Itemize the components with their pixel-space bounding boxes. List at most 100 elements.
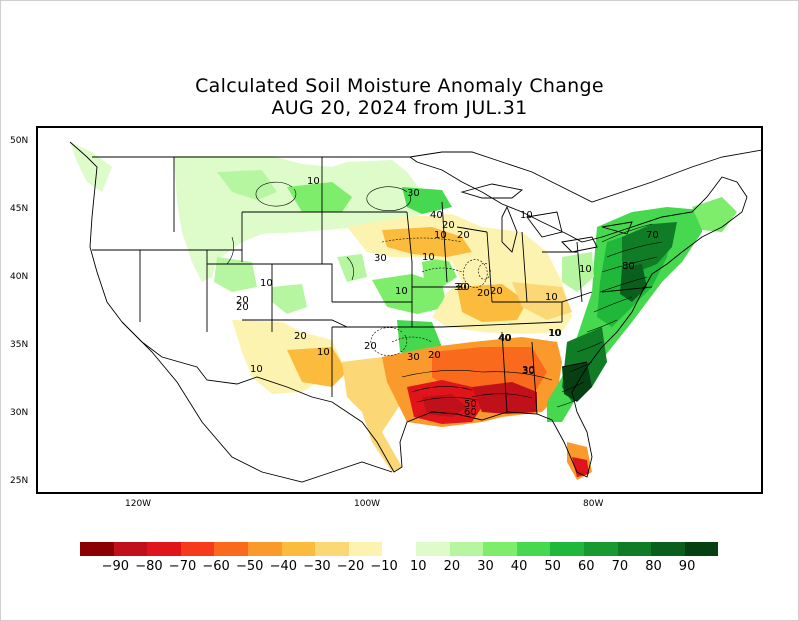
legend-color-bar	[80, 542, 719, 556]
lat-label-30n: 30N	[10, 408, 29, 418]
legend-swatch-positive	[583, 542, 618, 556]
contour-label: 80	[622, 261, 635, 272]
green-region-minnesota	[402, 187, 452, 214]
green-region-iowa	[422, 257, 457, 287]
yellow-region-texas-west	[342, 357, 402, 472]
legend-label: 70	[611, 559, 629, 574]
legend-swatch-positive	[651, 542, 685, 556]
legend-swatch-neutral	[382, 542, 416, 556]
green-region-maine	[692, 197, 737, 232]
legend-label: −90	[101, 559, 130, 574]
map-title: Calculated Soil Moisture Anomaly Change	[195, 75, 604, 97]
lon-label-120w: 120W	[125, 499, 152, 509]
legend-swatch-negative	[247, 542, 282, 556]
legend-label: −10	[370, 559, 398, 574]
contour-label: 30	[374, 253, 387, 264]
legend-label: −50	[236, 559, 264, 574]
mexico-outline	[121, 321, 393, 483]
legend-label: 80	[645, 559, 662, 574]
green-region-northeast-core	[622, 222, 677, 272]
green-region-colorado	[214, 257, 257, 292]
contour-label: 10	[520, 210, 533, 221]
legend-swatch-positive	[550, 542, 584, 556]
contour-label: 30	[407, 188, 420, 199]
contour-label: 10	[545, 292, 558, 303]
contour-label: 30	[522, 365, 535, 376]
contour-label: 30	[407, 352, 420, 363]
contour-lines	[226, 181, 663, 408]
yellow-region-tennessee	[512, 282, 572, 320]
contour-label: 20	[428, 350, 441, 361]
contour-lines-north	[226, 181, 412, 281]
contour-label: 10	[579, 264, 592, 275]
contour-label: 10	[422, 252, 435, 263]
contour-label: 20	[442, 220, 455, 231]
legend-swatch-positive	[415, 542, 450, 556]
contour-label: 70	[646, 230, 659, 241]
red-region-coast-core	[422, 394, 467, 417]
contour-label: 20	[236, 295, 249, 306]
contour-label: 10	[434, 230, 447, 241]
legend-label: 30	[477, 559, 494, 574]
legend-swatch-negative	[180, 542, 215, 556]
legend-label: −80	[135, 559, 163, 574]
canada-outline	[409, 149, 761, 203]
legend-swatch-positive	[684, 542, 719, 556]
green-region-northwest	[70, 142, 112, 192]
legend-swatch-negative	[80, 542, 114, 556]
legend-label: 20	[443, 559, 461, 574]
legend-label: −40	[269, 559, 298, 574]
legend-label: −60	[202, 559, 230, 574]
contour-label: 40	[499, 333, 512, 344]
contour-label: 30	[457, 282, 470, 293]
contour-label: 30	[454, 282, 467, 293]
lon-label-100w: 100W	[354, 499, 381, 509]
legend-label: 90	[678, 559, 696, 574]
contour-label: 20	[294, 331, 307, 342]
us-outline	[69, 141, 748, 478]
legend-swatch-negative	[315, 542, 349, 556]
legend-swatch-positive	[516, 542, 551, 556]
anomaly-shading	[70, 142, 737, 480]
contour-label: 10	[317, 347, 330, 358]
contour-label: 30	[522, 366, 535, 377]
state-lines	[92, 157, 653, 415]
contour-value-labels: 10 30 40 20 10 30 20 10 10 20 30 10 30 4…	[236, 176, 659, 418]
green-region-dakotas	[287, 182, 352, 212]
legend-swatch-positive	[449, 542, 484, 556]
contour-label: 20	[490, 286, 503, 297]
legend-swatch-negative	[113, 542, 148, 556]
contour-label: 40	[498, 333, 511, 344]
legend-label: −30	[303, 559, 331, 574]
contour-label: 10	[549, 328, 562, 339]
legend-swatch-negative	[214, 542, 248, 556]
geographic-boundaries	[69, 141, 761, 483]
green-region-ohio	[562, 252, 594, 292]
legend-swatch-negative	[281, 542, 316, 556]
contour-label: 50	[464, 399, 477, 410]
map-subtitle-date: AUG 20, 2024 from JUL.31	[271, 97, 528, 119]
lat-label-25n: 25N	[10, 476, 29, 486]
legend-swatch-negative	[348, 542, 383, 556]
contour-label: 20	[364, 341, 377, 352]
contour-label: 40	[430, 210, 443, 221]
green-region-missouri	[372, 274, 447, 314]
legend-label: 40	[510, 559, 528, 574]
contour-label: 20	[236, 302, 249, 313]
lat-label-35n: 35N	[10, 340, 29, 350]
contour-label: 10	[548, 328, 561, 339]
lon-label-80w: 80W	[583, 499, 604, 509]
contour-label: 60	[464, 407, 477, 418]
orange-region-iowa-illinois	[382, 227, 472, 257]
legend-swatch-positive	[483, 542, 517, 556]
legend-label: −20	[336, 559, 365, 574]
green-region-virginia-core	[620, 264, 647, 302]
orange-region-missouri-arkansas	[457, 284, 527, 322]
contour-label: 10	[307, 176, 320, 187]
legend-label: 60	[578, 559, 595, 574]
legend-label: −70	[168, 559, 197, 574]
legend-swatch-negative	[147, 542, 181, 556]
contour-label: 20	[477, 288, 490, 299]
legend-label: 50	[544, 559, 561, 574]
legend-swatch-positive	[617, 542, 652, 556]
